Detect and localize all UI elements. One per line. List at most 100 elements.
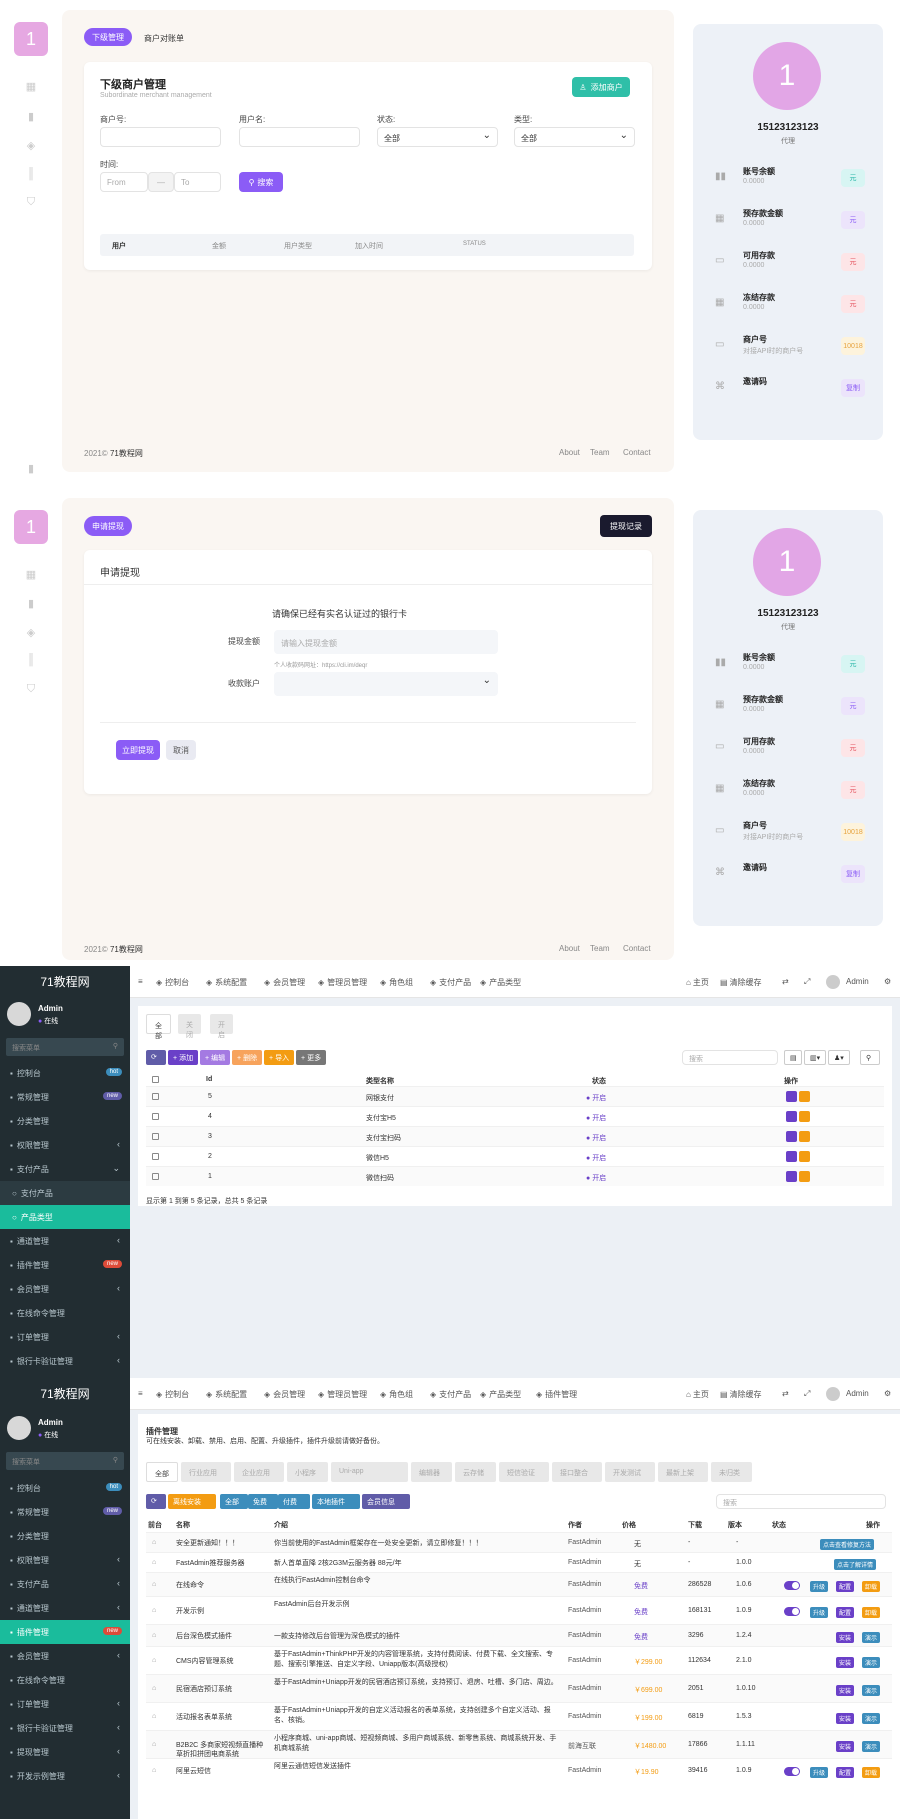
delete-row-button[interactable] (799, 1091, 810, 1102)
demo-button[interactable]: 演示 (862, 1740, 881, 1752)
nav-tab[interactable]: ◈ 支付产品 (430, 1389, 471, 1400)
sidebar-item[interactable]: ▪ 订单管理 ‹ (0, 1325, 130, 1349)
sidebar-item[interactable]: ▪ 会员管理 ‹ (0, 1644, 130, 1668)
import-button[interactable]: + 导入 (264, 1050, 294, 1065)
grid-icon[interactable]: ▦ (25, 81, 37, 93)
upgrade-button[interactable]: 升级 (810, 1766, 829, 1778)
all-button[interactable]: 全部 (220, 1494, 248, 1509)
footer-contact[interactable]: Contact (623, 944, 651, 953)
plugin-tab[interactable]: 全部 (146, 1462, 178, 1482)
admin-avatar[interactable] (826, 975, 840, 989)
sidebar-item[interactable]: ▪ 订单管理 ‹ (0, 1692, 130, 1716)
free-button[interactable]: 免费 (248, 1494, 278, 1509)
settings-icon[interactable]: ⚙ (884, 977, 892, 986)
shield-icon[interactable]: ◈ (26, 140, 36, 152)
sidebar-item[interactable]: ▪ 插件管理 new (0, 1620, 130, 1644)
cancel-button[interactable]: 取消 (166, 740, 196, 760)
sidebar-item[interactable]: ▪ 控制台 hot (0, 1476, 130, 1500)
shield-icon[interactable]: ◈ (26, 627, 36, 639)
menu-search-input[interactable]: 搜索菜单 ⚲ (6, 1452, 124, 1470)
refresh-button[interactable]: ⟳ (146, 1494, 166, 1509)
nav-tab[interactable]: ◈ 控制台 (156, 1389, 189, 1400)
tab-statement[interactable]: 商户对账单 (144, 34, 184, 43)
uninstall-button[interactable]: 卸载 (862, 1580, 881, 1592)
footer-contact[interactable]: Contact (623, 448, 651, 457)
chart-icon[interactable]: ▮ (27, 463, 35, 475)
settings-icon[interactable]: ⚙ (884, 1389, 892, 1398)
home-icon[interactable]: ⌂ (152, 1606, 157, 1614)
tab-subordinate[interactable]: 下级管理 (84, 28, 132, 46)
menu-search-input[interactable]: 搜索菜单 ⚲ (6, 1038, 124, 1056)
learn-more-button[interactable]: 点击了解详情 (834, 1558, 877, 1570)
row-checkbox[interactable] (152, 1093, 159, 1100)
edit-row-button[interactable] (786, 1151, 797, 1162)
install-button[interactable]: 安装 (836, 1684, 855, 1696)
clear-cache-button[interactable]: ▤ 清除缓存 (720, 977, 762, 988)
plugin-tab[interactable]: 短信验证 (499, 1462, 549, 1482)
row-checkbox[interactable] (152, 1113, 159, 1120)
plugin-name[interactable]: FastAdmin推荐服务器 (176, 1559, 245, 1567)
sidebar-item[interactable]: ▪ 分类管理 (0, 1109, 130, 1133)
home-icon[interactable]: ⌂ (152, 1740, 157, 1748)
demo-button[interactable]: 演示 (862, 1656, 881, 1668)
fullscreen-icon[interactable]: ⤢ (804, 977, 811, 986)
delete-row-button[interactable] (799, 1171, 810, 1182)
sidebar-item[interactable]: ▪ 控制台 hot (0, 1061, 130, 1085)
search-icon[interactable]: ⚲ (112, 1043, 118, 1050)
admin-avatar[interactable] (826, 1387, 840, 1401)
home-link[interactable]: ⌂ 主页 (686, 1389, 709, 1400)
sidebar-item[interactable]: ▪ 在线命令管理 (0, 1668, 130, 1692)
config-button[interactable]: 配置 (836, 1766, 855, 1778)
admin-name[interactable]: Admin (846, 1389, 869, 1398)
plugin-name[interactable]: 在线命令 (176, 1581, 204, 1589)
menu-toggle-icon[interactable]: ≡ (138, 977, 143, 986)
status-toggle[interactable] (784, 1606, 800, 1616)
footer-team[interactable]: Team (590, 944, 610, 953)
footer-team[interactable]: Team (590, 448, 610, 457)
type-select[interactable]: 全部 (514, 127, 635, 147)
sidebar-item[interactable]: ▪ 权限管理 ‹ (0, 1548, 130, 1572)
menu-toggle-icon[interactable]: ≡ (138, 1389, 143, 1398)
fullscreen-icon[interactable]: ⤢ (804, 1389, 811, 1398)
date-to-input[interactable]: To (174, 172, 221, 192)
badge-icon[interactable]: ⛉ (26, 683, 36, 695)
status-toggle[interactable] (784, 1580, 800, 1590)
plugin-tab[interactable]: 小程序 (287, 1462, 328, 1482)
demo-button[interactable]: 演示 (862, 1684, 881, 1696)
export-button[interactable]: ♟▾ (828, 1050, 850, 1065)
home-icon[interactable]: ⌂ (152, 1656, 157, 1664)
plugin-tab[interactable]: 编辑器 (411, 1462, 452, 1482)
nav-tab[interactable]: ◈ 系统配置 (206, 1389, 247, 1400)
view-fix-button[interactable]: 点击查看修复方法 (820, 1538, 875, 1550)
home-icon[interactable]: ⌂ (152, 1712, 157, 1720)
username-input[interactable] (239, 127, 360, 147)
install-button[interactable]: 安装 (836, 1631, 855, 1643)
toggle-view-button[interactable]: ▤ (784, 1050, 802, 1065)
avatar[interactable]: 1 (14, 510, 48, 544)
sidebar-item[interactable]: ○ 产品类型 (0, 1205, 130, 1229)
nav-tab[interactable]: ◈ 产品类型 (480, 1389, 521, 1400)
edit-row-button[interactable] (786, 1111, 797, 1122)
nav-tab[interactable]: ◈ 系统配置 (206, 977, 247, 988)
clear-cache-button[interactable]: ▤ 清除缓存 (720, 1389, 762, 1400)
delete-row-button[interactable] (799, 1111, 810, 1122)
config-button[interactable]: 配置 (836, 1580, 855, 1592)
copy-button[interactable]: 复制 (841, 379, 865, 397)
nav-tab[interactable]: ◈ 角色组 (380, 1389, 413, 1400)
table-search-input[interactable]: 搜索 (682, 1050, 778, 1065)
home-icon[interactable]: ⌂ (152, 1684, 157, 1692)
nav-tab[interactable]: ◈ 控制台 (156, 977, 189, 988)
home-icon[interactable]: ⌂ (152, 1766, 157, 1774)
search-icon[interactable]: ⚲ (112, 1457, 118, 1464)
nav-tab[interactable]: ◈ 产品类型 (480, 977, 521, 988)
nav-tab[interactable]: ◈ 管理员管理 (318, 1389, 367, 1400)
edit-row-button[interactable] (786, 1171, 797, 1182)
edit-row-button[interactable] (786, 1091, 797, 1102)
plugin-name[interactable]: CMS内容管理系统 (176, 1657, 234, 1665)
plugin-tab[interactable]: 行业应用 (181, 1462, 231, 1482)
nav-tab[interactable]: ◈ 支付产品 (430, 977, 471, 988)
plugin-name[interactable]: 后台深色模式插件 (176, 1632, 232, 1640)
sidebar-item[interactable]: ▪ 银行卡验证管理 ‹ (0, 1349, 130, 1373)
profile-avatar[interactable]: 1 (753, 528, 821, 596)
amount-input[interactable]: 请输入提现金额 (274, 630, 498, 654)
